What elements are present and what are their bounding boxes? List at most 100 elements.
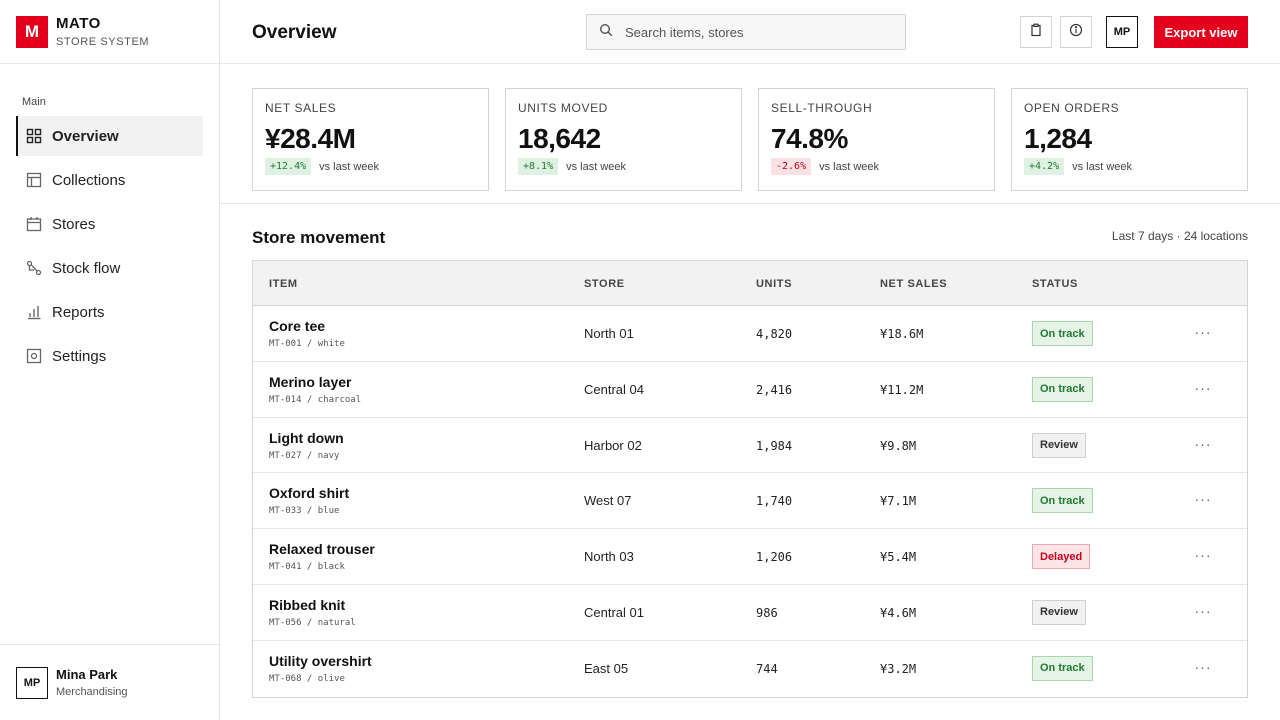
avatar: MP <box>16 666 48 699</box>
more-icon[interactable]: ··· <box>1194 658 1212 675</box>
sidebar-item-label: Settings <box>52 347 107 365</box>
more-icon[interactable]: ··· <box>1194 435 1212 452</box>
status-badge: On track <box>1032 321 1093 346</box>
kpi-card-units-moved: UNITS MOVED 18,642 +8.1% vs last week <box>505 88 742 191</box>
status-badge: Review <box>1032 599 1086 625</box>
nav-section-label: Main <box>22 96 46 108</box>
sales-cell: ¥7.1M <box>880 494 917 509</box>
table-row[interactable]: Ribbed knit MT-056 / natural Central 01 … <box>253 585 1247 641</box>
kpi-label: NET SALES <box>265 101 337 115</box>
units-cell: 1,206 <box>756 550 793 565</box>
sidebar-item-label: Stock flow <box>52 259 121 277</box>
kpi-value: 1,284 <box>1024 123 1092 154</box>
units-cell: 4,820 <box>756 327 793 341</box>
search-input[interactable] <box>625 24 885 40</box>
status-badge: On track <box>1032 376 1093 402</box>
item-sku: MT-014 / charcoal <box>269 394 362 405</box>
sidebar-item-overview[interactable]: Overview <box>16 116 203 156</box>
item-sku: MT-033 / blue <box>269 506 340 517</box>
column-header-item[interactable]: ITEM <box>269 278 298 290</box>
store-cell: North 03 <box>584 549 634 565</box>
column-header-units[interactable]: UNITS <box>756 278 792 290</box>
item-sku: MT-068 / olive <box>269 673 345 684</box>
grid-icon <box>26 128 42 144</box>
status-badge: On track <box>1032 488 1093 514</box>
settings-icon <box>26 348 42 364</box>
store-cell: Harbor 02 <box>584 437 642 453</box>
page-title: Overview <box>252 22 337 43</box>
sidebar-nav: Overview Collections Stores Stock flow R… <box>16 116 203 380</box>
kpi-note: vs last week <box>819 160 880 173</box>
store-cell: North 01 <box>584 326 634 341</box>
export-view-button[interactable]: Export view <box>1154 16 1248 48</box>
user-card[interactable]: MP Mina Park Merchandising <box>0 644 219 720</box>
section-title: Store movement <box>252 228 386 247</box>
kpi-label: SELL-THROUGH <box>771 101 873 115</box>
item-name: Ribbed knit <box>269 596 346 613</box>
clipboard-button[interactable] <box>1020 16 1052 48</box>
more-icon[interactable]: ··· <box>1194 547 1212 564</box>
item-name: Light down <box>269 429 344 446</box>
units-cell: 2,416 <box>756 382 793 397</box>
table-row[interactable]: Merino layer MT-014 / charcoal Central 0… <box>253 362 1247 418</box>
delta-badge: +12.4% <box>265 158 312 175</box>
table-header: ITEM STORE UNITS NET SALES STATUS <box>253 261 1247 306</box>
brand-name: MATO <box>56 15 101 32</box>
more-icon[interactable]: ··· <box>1194 324 1212 340</box>
sidebar-item-label: Reports <box>52 303 105 321</box>
item-name: Oxford shirt <box>269 485 350 502</box>
header-avatar[interactable]: MP <box>1106 16 1138 48</box>
user-name: Mina Park <box>56 667 118 682</box>
table-row[interactable]: Oxford shirt MT-033 / blue West 07 1,740… <box>253 473 1247 530</box>
flow-icon <box>26 260 42 276</box>
sidebar-item-label: Stores <box>52 215 96 233</box>
sidebar-item-label: Collections <box>52 171 126 189</box>
sidebar-item-reports[interactable]: Reports <box>16 292 203 332</box>
sales-cell: ¥11.2M <box>880 382 924 397</box>
sidebar-item-settings[interactable]: Settings <box>16 336 203 376</box>
more-icon[interactable]: ··· <box>1194 602 1212 619</box>
item-sku: MT-056 / natural <box>269 617 356 628</box>
info-button[interactable] <box>1060 16 1092 48</box>
table-row[interactable]: Utility overshirt MT-068 / olive East 05… <box>253 641 1247 697</box>
delta-badge: +8.1% <box>518 158 559 175</box>
item-sku: MT-041 / black <box>269 562 345 573</box>
sales-cell: ¥4.6M <box>880 605 917 620</box>
top-header: Overview MP Export view <box>220 0 1280 64</box>
table-row[interactable]: Light down MT-027 / navy Harbor 02 1,984… <box>253 418 1247 474</box>
kpi-card-net-sales: NET SALES ¥28.4M +12.4% vs last week <box>252 88 489 191</box>
kpi-card-sell-through: SELL-THROUGH 74.8% -2.6% vs last week <box>758 88 995 191</box>
movement-table: ITEM STORE UNITS NET SALES STATUS Core t… <box>252 260 1248 698</box>
brand: M MATO STORE SYSTEM <box>0 0 219 64</box>
column-header-status[interactable]: STATUS <box>1032 278 1078 290</box>
kpi-label: UNITS MOVED <box>518 101 608 115</box>
item-name: Utility overshirt <box>269 652 372 669</box>
table-row[interactable]: Core tee MT-001 / white North 01 4,820 ¥… <box>253 306 1247 362</box>
more-icon[interactable]: ··· <box>1194 491 1212 508</box>
more-icon[interactable]: ··· <box>1194 379 1212 396</box>
sidebar: M MATO STORE SYSTEM Main Overview Collec… <box>0 0 220 720</box>
kpi-card-open-orders: OPEN ORDERS 1,284 +4.2% vs last week <box>1011 88 1248 191</box>
brand-logo[interactable]: M <box>16 15 48 48</box>
store-cell: Central 04 <box>584 381 644 397</box>
info-icon <box>1069 23 1083 42</box>
kpi-label: OPEN ORDERS <box>1024 101 1120 115</box>
sidebar-item-stock-flow[interactable]: Stock flow <box>16 248 203 288</box>
column-header-store[interactable]: STORE <box>584 278 625 290</box>
store-cell: West 07 <box>584 493 632 509</box>
sidebar-item-collections[interactable]: Collections <box>16 160 203 200</box>
table-row[interactable]: Relaxed trouser MT-041 / black North 03 … <box>253 529 1247 585</box>
user-role: Merchandising <box>56 686 128 698</box>
kpi-note: vs last week <box>566 160 627 173</box>
brand-subtitle: STORE SYSTEM <box>56 36 150 48</box>
column-header-net-sales[interactable]: NET SALES <box>880 278 948 290</box>
item-name: Merino layer <box>269 373 352 390</box>
kpi-note: vs last week <box>1072 160 1133 173</box>
sidebar-item-label: Overview <box>52 127 119 145</box>
units-cell: 1,740 <box>756 494 793 509</box>
item-name: Core tee <box>269 318 326 334</box>
store-cell: East 05 <box>584 660 629 676</box>
sidebar-item-stores[interactable]: Stores <box>16 204 203 244</box>
search-box[interactable] <box>586 14 906 50</box>
kpi-band: NET SALES ¥28.4M +12.4% vs last week UNI… <box>220 64 1280 204</box>
